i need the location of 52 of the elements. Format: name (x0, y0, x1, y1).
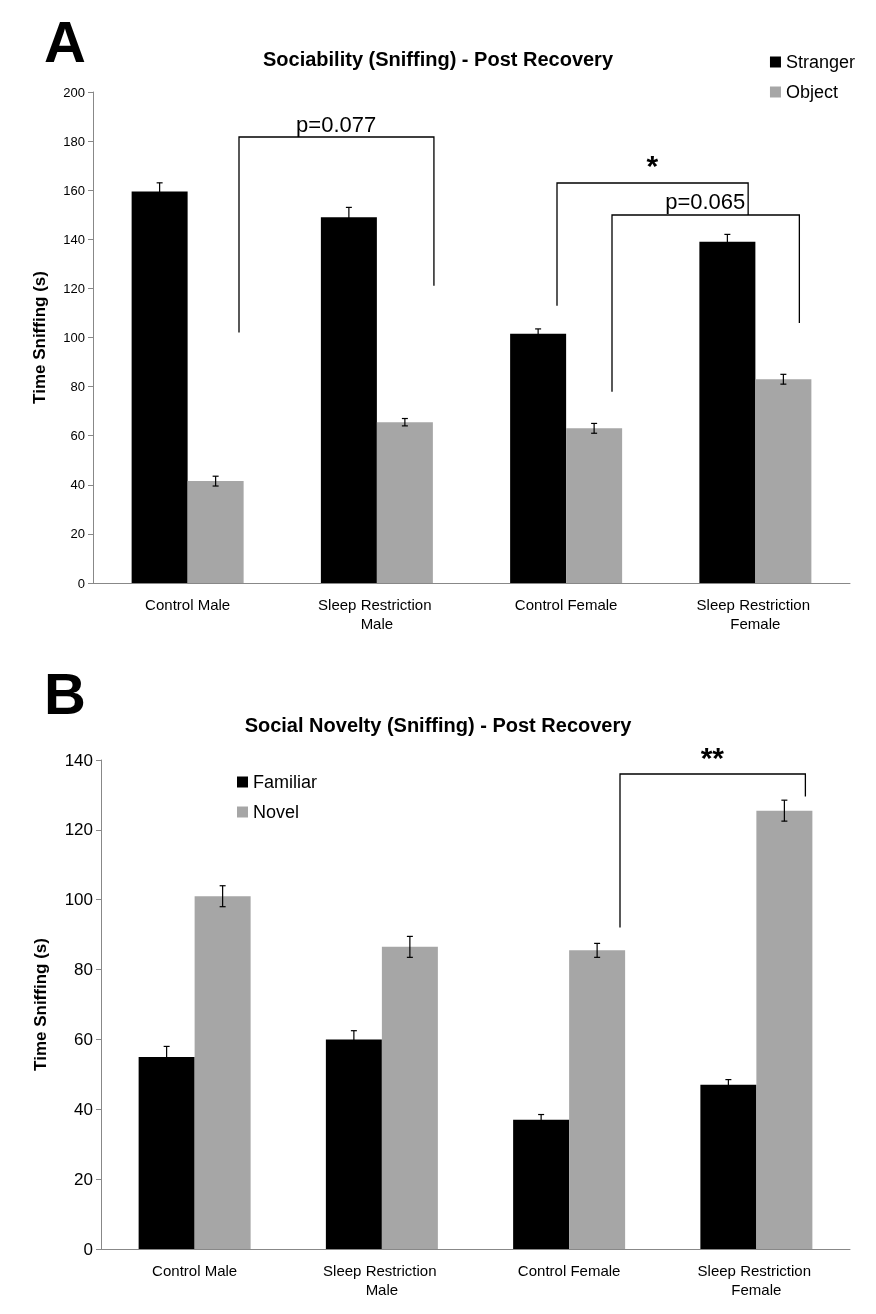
y-tick-label: 140 (63, 231, 85, 247)
annotation: ** (700, 740, 725, 774)
x-tick-label: Control Female (517, 1262, 621, 1279)
y-tick-label: 60 (74, 1029, 93, 1049)
x-tick-label: Sleep Restriction Female (696, 596, 815, 632)
y-tick-label: 100 (64, 890, 93, 910)
y-axis-title: Time Sniffing (s) (31, 938, 50, 1071)
y-tick-label: 160 (63, 182, 85, 198)
y-tick-label: 20 (70, 526, 85, 542)
bar (376, 422, 433, 583)
legend-label: Stranger (785, 52, 856, 72)
legend-label: Object (785, 82, 838, 102)
x-tick-label: Sleep Restriction Female (697, 1262, 816, 1298)
y-tick-label: 200 (63, 84, 85, 100)
legend-label: Novel (253, 802, 300, 822)
y-tick-label: 80 (74, 960, 93, 980)
bar (381, 946, 438, 1249)
bar (755, 379, 812, 583)
chart-title: Social Novelty (Sniffing) - Post Recovery (244, 714, 633, 736)
bar (700, 1084, 757, 1249)
x-tick-label: Control Male (152, 1262, 238, 1279)
y-axis-title: Time Sniffing (s) (30, 271, 49, 404)
x-tick-label: Sleep Restriction Male (323, 1262, 441, 1298)
annotation: p=0.065 (665, 189, 746, 215)
text: A (44, 8, 86, 74)
y-tick-label: 40 (74, 1099, 93, 1119)
x-tick-label: Control Male (145, 596, 231, 613)
y-tick-label: 60 (70, 428, 85, 444)
annotation: p=0.077 (296, 111, 377, 137)
bar (510, 333, 567, 583)
bar (566, 428, 623, 583)
y-tick-label: 120 (64, 820, 93, 840)
x-tick-label: Control Female (514, 596, 618, 613)
bar (187, 481, 244, 583)
y-tick-label: 40 (70, 477, 85, 493)
y-tick-label: 20 (74, 1169, 93, 1189)
bar (513, 1119, 570, 1249)
chart-title: Sociability (Sniffing) - Post Recovery (262, 48, 614, 70)
bar (569, 950, 626, 1249)
legend-label: Familiar (253, 772, 318, 792)
y-tick-label: 80 (70, 379, 85, 395)
y-tick-label: 100 (63, 330, 85, 345)
text: B (44, 660, 86, 726)
y-tick-label: 140 (64, 750, 93, 770)
bar (756, 810, 813, 1249)
annotation: * (646, 149, 659, 183)
y-tick-label: 0 (77, 575, 85, 591)
y-tick-label: 0 (83, 1239, 93, 1259)
bar (194, 896, 251, 1249)
x-tick-label: Sleep Restriction Male (318, 596, 436, 632)
y-tick-label: 180 (63, 133, 85, 149)
y-tick-label: 120 (63, 280, 85, 296)
